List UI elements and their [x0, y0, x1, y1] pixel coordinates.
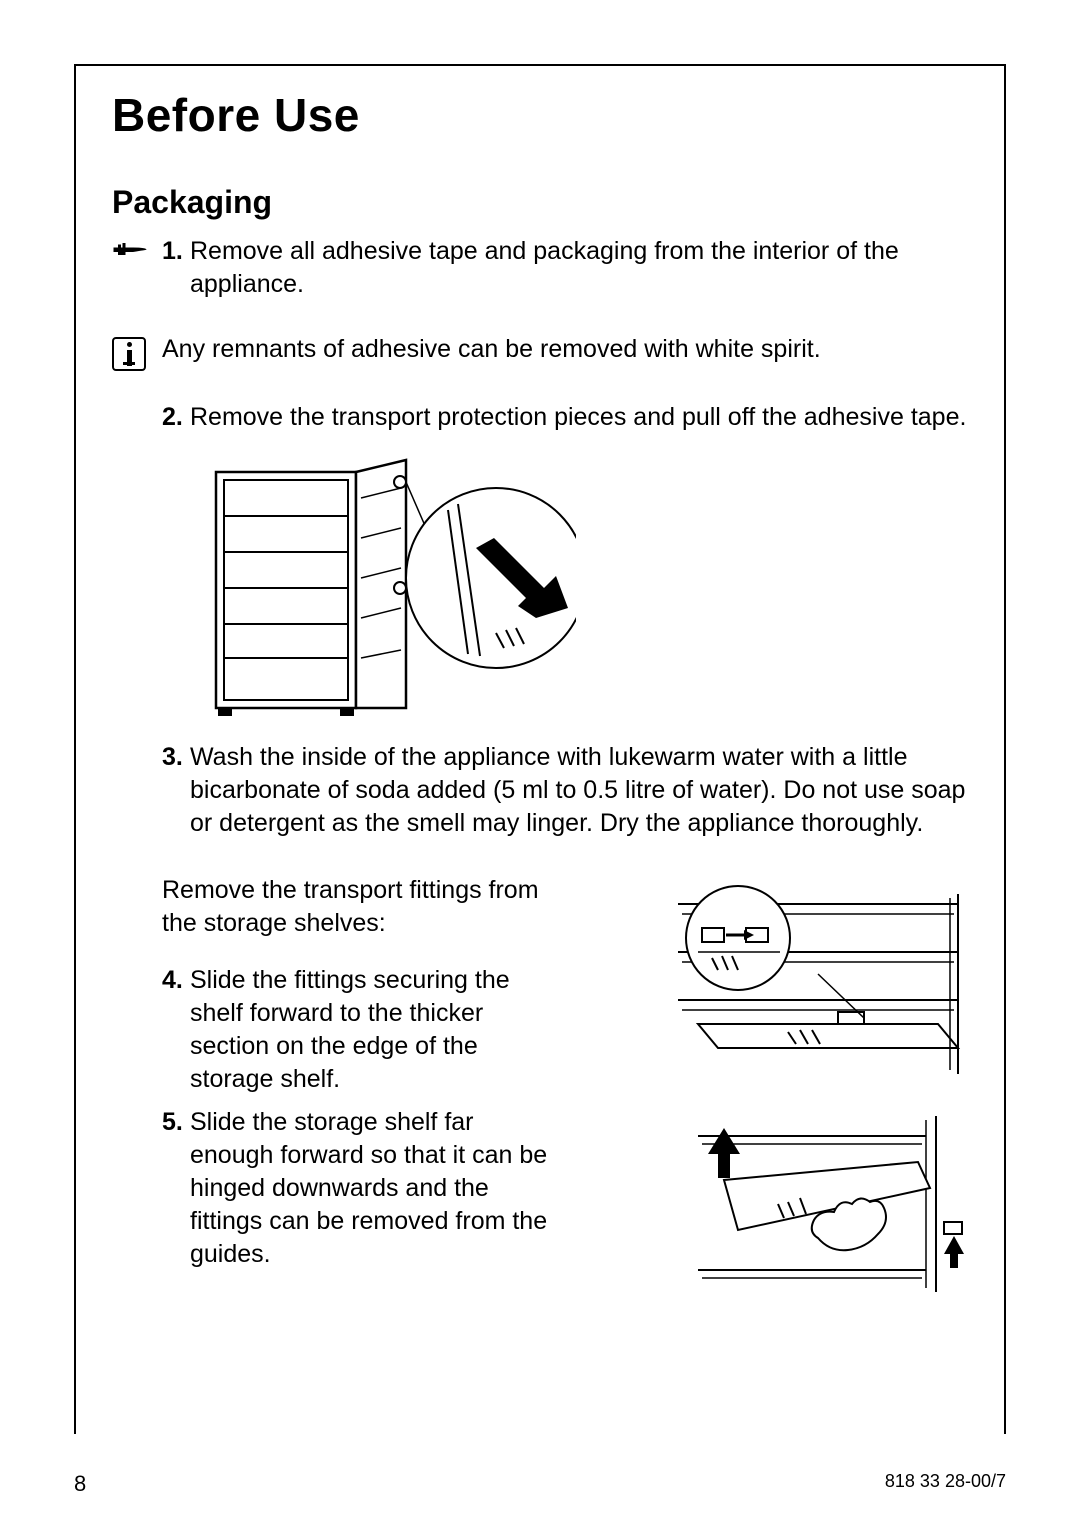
step-1-row: 1. Remove all adhesive tape and packagin…	[112, 235, 968, 311]
info-icon	[112, 337, 146, 371]
info-row: Any remnants of adhesive can be removed …	[112, 333, 968, 371]
section-subtitle: Packaging	[112, 184, 968, 221]
steps-4-5-block: Remove the transport fittings from the s…	[112, 856, 968, 1298]
step-2-row: 2. Remove the transport protection piece…	[112, 401, 968, 444]
page: Before Use Packaging 1. Remove all adhes…	[0, 0, 1080, 1529]
list-item: 5. Slide the storage shelf far enough fo…	[162, 1106, 560, 1271]
step-text: Slide the fittings securing the shelf fo…	[190, 964, 560, 1096]
step-text: Remove the transport protection pieces a…	[190, 401, 968, 434]
shelf-remove-illustration-icon	[668, 1110, 968, 1298]
hand-point-icon	[112, 237, 148, 266]
intro-45: Remove the transport fittings from the s…	[162, 874, 560, 940]
step-text: Remove all adhesive tape and packaging f…	[190, 235, 968, 301]
list-item: 1. Remove all adhesive tape and packagin…	[162, 235, 968, 301]
step-number: 1.	[162, 235, 190, 301]
step-3-row: 3. Wash the inside of the appliance with…	[112, 741, 968, 850]
gutter-icon	[112, 235, 162, 266]
gutter-icon	[112, 333, 162, 371]
content-frame: Before Use Packaging 1. Remove all adhes…	[74, 64, 1006, 1434]
list-item: 3. Wash the inside of the appliance with…	[162, 741, 968, 840]
step-number: 4.	[162, 964, 190, 1096]
doc-code: 818 33 28-00/7	[885, 1471, 1006, 1497]
step-text: Slide the storage shelf far enough forwa…	[190, 1106, 560, 1271]
figure-1	[196, 458, 968, 723]
info-text: Any remnants of adhesive can be removed …	[162, 333, 968, 366]
shelf-fitting-illustration-icon	[668, 874, 968, 1082]
step-number: 3.	[162, 741, 190, 840]
fridge-illustration-icon	[196, 458, 576, 718]
list-item: 4. Slide the fittings securing the shelf…	[162, 964, 560, 1096]
step-text: Wash the inside of the appliance with lu…	[190, 741, 968, 840]
step-number: 5.	[162, 1106, 190, 1271]
page-title: Before Use	[112, 88, 968, 142]
page-footer: 8 818 33 28-00/7	[74, 1471, 1006, 1497]
step-number: 2.	[162, 401, 190, 434]
page-number: 8	[74, 1471, 86, 1497]
list-item: 2. Remove the transport protection piece…	[162, 401, 968, 434]
